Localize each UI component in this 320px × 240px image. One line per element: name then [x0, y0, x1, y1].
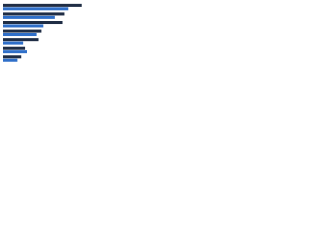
bar	[3, 29, 42, 33]
bar	[3, 33, 37, 37]
bar	[3, 12, 65, 16]
bar	[3, 21, 63, 25]
page: (() => { const data = JSON.parse(documen…	[0, 0, 320, 71]
bar	[3, 15, 55, 19]
bar	[3, 38, 39, 42]
bar	[3, 55, 22, 59]
bar	[3, 24, 44, 28]
bar	[3, 58, 18, 62]
bar	[3, 7, 69, 11]
bar	[3, 3, 82, 7]
bar	[3, 50, 27, 54]
chart	[3, 3, 82, 62]
bar	[3, 46, 26, 50]
bar	[3, 41, 24, 45]
